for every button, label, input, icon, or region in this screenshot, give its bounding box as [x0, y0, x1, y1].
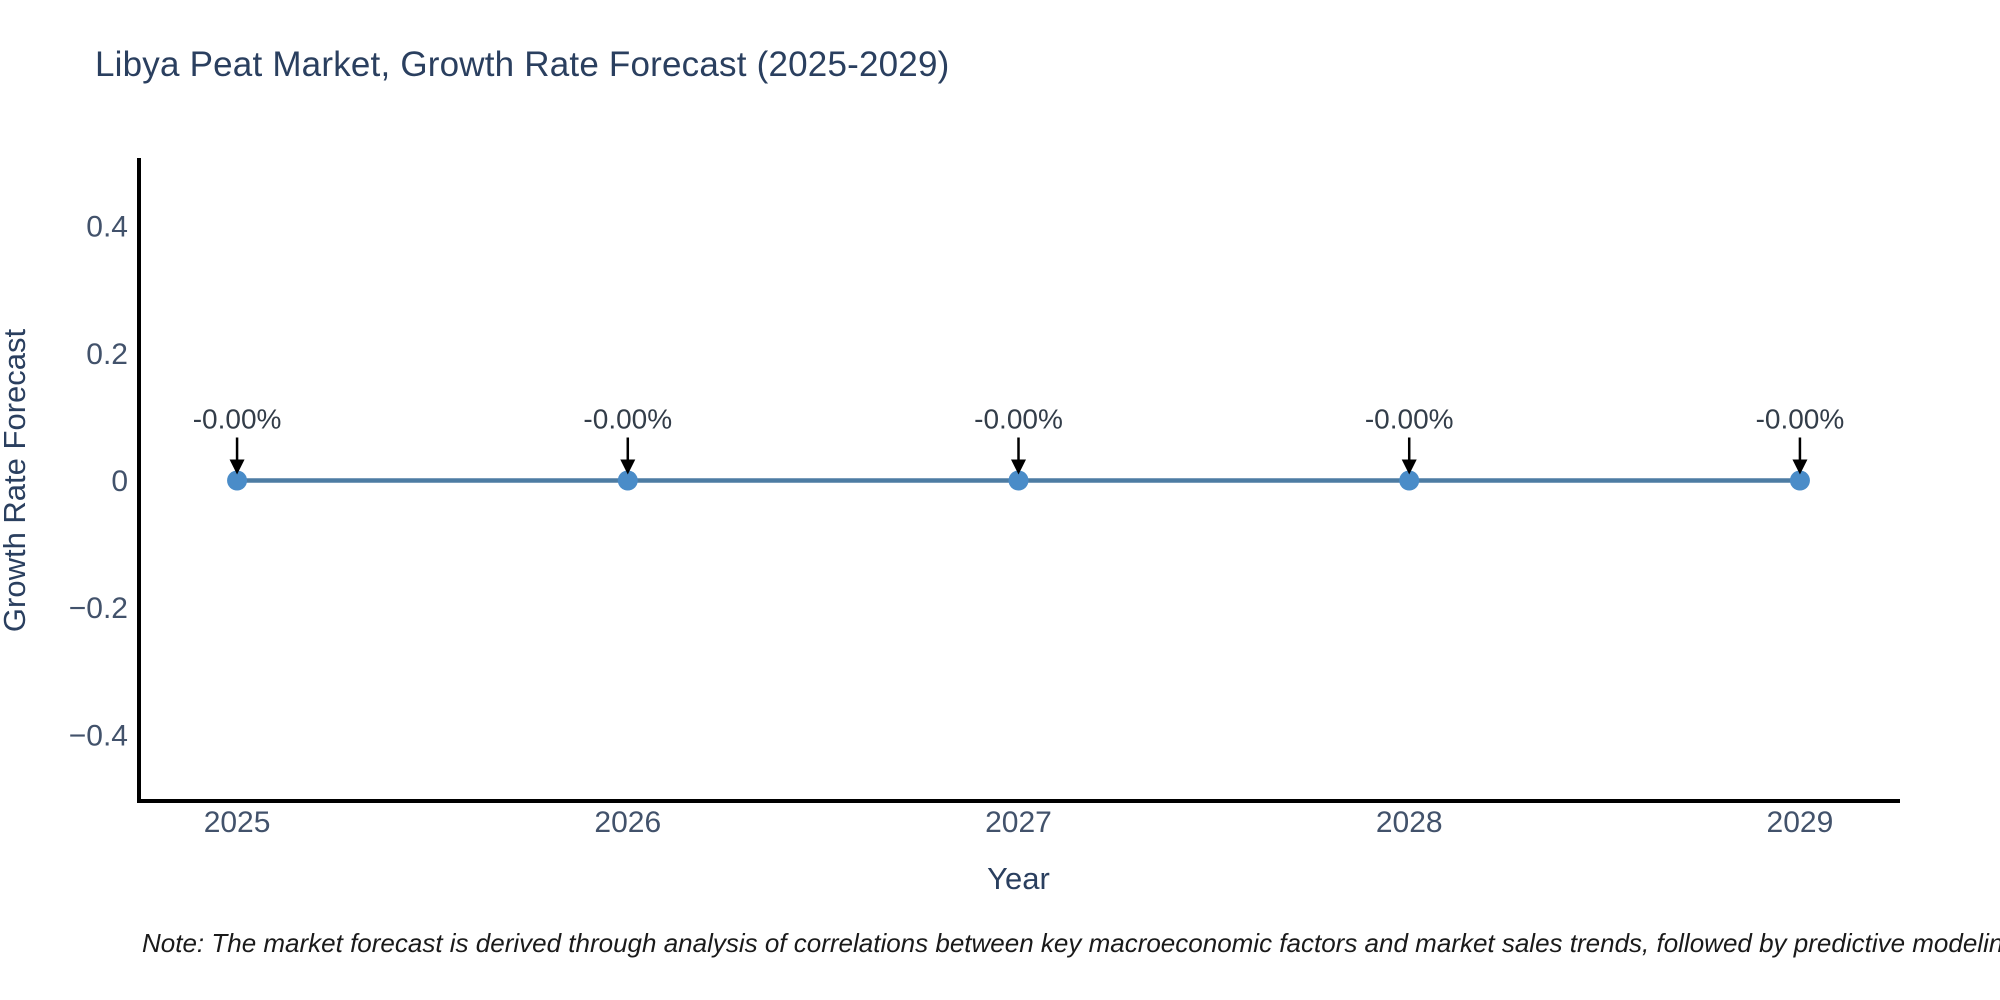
footnote-text: Note: The market forecast is derived thr…: [142, 928, 2000, 958]
data-point-marker: [227, 470, 248, 491]
y-tick-label: −0.2: [69, 592, 128, 625]
annotation-label: -0.00%: [974, 404, 1063, 435]
data-point-marker: [1399, 470, 1420, 491]
annotation-arrowhead: [620, 459, 636, 475]
data-point-marker: [617, 470, 638, 491]
chart-title: Libya Peat Market, Growth Rate Forecast …: [95, 45, 950, 84]
annotation-label: -0.00%: [193, 404, 282, 435]
x-tick-label: 2029: [1767, 806, 1834, 839]
annotation-arrowhead: [1011, 459, 1026, 475]
data-point-marker: [1008, 470, 1029, 491]
data-point-marker: [1789, 470, 1810, 491]
annotation-arrowhead: [229, 459, 245, 475]
y-axis-title: Growth Rate Forecast: [0, 329, 32, 633]
x-tick-label: 2025: [204, 806, 271, 839]
y-tick-label: 0: [111, 465, 128, 498]
x-tick-label: 2028: [1376, 806, 1443, 839]
annotation-label: -0.00%: [1756, 404, 1845, 435]
annotation-label: -0.00%: [1365, 404, 1454, 435]
x-tick-label: 2027: [985, 806, 1052, 839]
y-tick-label: 0.2: [86, 338, 128, 371]
annotation-arrowhead: [1401, 459, 1417, 475]
annotation-arrowhead: [1792, 459, 1808, 475]
y-tick-label: −0.4: [69, 719, 128, 752]
y-tick-label: 0.4: [86, 211, 128, 244]
annotation-label: -0.00%: [583, 404, 672, 435]
x-tick-label: 2026: [594, 806, 661, 839]
x-axis-title: Year: [987, 861, 1050, 896]
